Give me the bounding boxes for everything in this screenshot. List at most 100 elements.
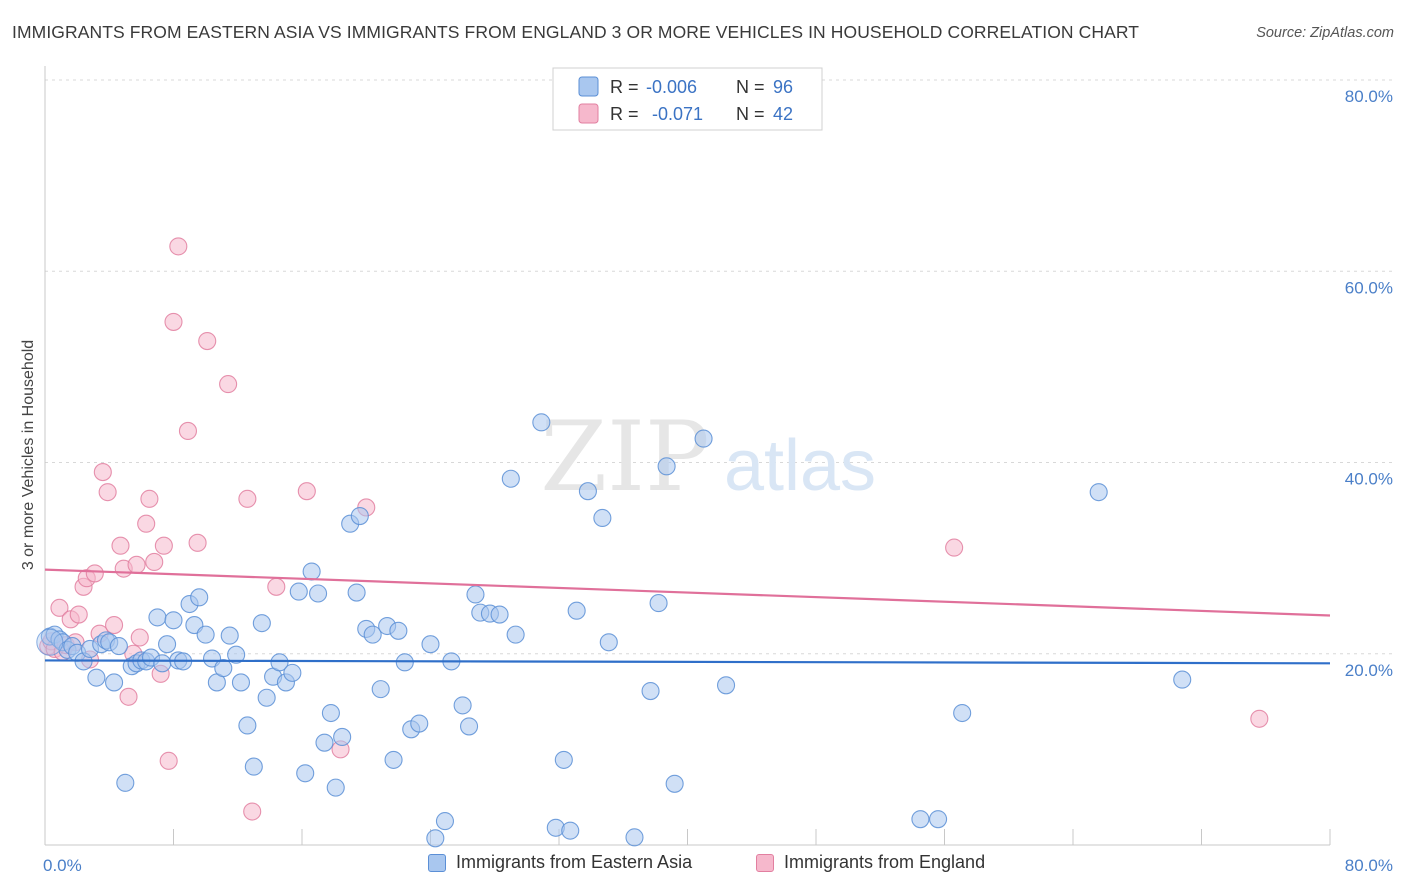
eastern-asia-point [389, 621, 408, 640]
england-point [1250, 709, 1269, 728]
eastern-asia-point [214, 659, 233, 678]
watermark-zip: ZIP [540, 401, 709, 513]
x-tick-label: 0.0% [43, 856, 82, 875]
eastern-asia-point [554, 750, 573, 769]
eastern-asia-point [657, 457, 676, 476]
england-point [145, 552, 164, 572]
tick-labels: 20.0% 40.0% 60.0% 80.0% 0.0% 80.0% [43, 87, 1393, 875]
legend-n-label: N = [736, 77, 765, 97]
eastern-asia-point [350, 506, 369, 526]
y-tick-label: 80.0% [1345, 87, 1393, 106]
eastern-asia-point [371, 680, 390, 699]
england-trend-line [44, 568, 1331, 617]
england-point [50, 598, 69, 617]
eastern-asia-point [289, 582, 308, 601]
england-point [945, 538, 964, 557]
england-point [105, 616, 124, 635]
england-point [164, 312, 183, 331]
eastern-asia-point [164, 611, 183, 630]
bottom-legend-item-england: Immigrants from England [756, 852, 985, 873]
eastern-asia-point [641, 681, 660, 701]
england-point [98, 483, 117, 502]
england-point [119, 687, 138, 706]
eastern-asia-point [506, 625, 525, 644]
y-tick-label: 40.0% [1345, 470, 1393, 489]
eastern-asia-point [363, 625, 382, 644]
eastern-asia-point [270, 653, 289, 672]
eastern-asia-point [599, 633, 618, 652]
eastern-asia-point [665, 774, 684, 793]
eastern-asia-point [578, 482, 597, 501]
eastern-asia-point [321, 703, 340, 723]
eastern-asia-point [1089, 483, 1108, 502]
legend-n-value: 96 [773, 77, 793, 97]
axes [44, 66, 1331, 846]
eastern-asia-point [315, 733, 334, 752]
eastern-asia-point [296, 764, 315, 783]
eastern-asia-point [190, 588, 209, 607]
eastern-asia-point [148, 608, 167, 627]
eastern-asia-point [911, 810, 930, 829]
eastern-asia-point [36, 628, 64, 656]
eastern-asia-point [1173, 670, 1192, 689]
y-tick-label: 20.0% [1345, 661, 1393, 680]
england-point [188, 533, 207, 552]
eastern-asia-point [220, 626, 239, 645]
england-point [85, 564, 104, 583]
bottom-legend-label: Immigrants from Eastern Asia [456, 852, 693, 872]
eastern-asia-point [567, 601, 586, 620]
watermark-atlas: atlas [724, 426, 876, 506]
eastern-asia-point [244, 757, 263, 776]
england-point [127, 555, 146, 574]
eastern-asia-point [238, 716, 257, 735]
england-point [297, 482, 316, 501]
eastern-asia-point [501, 469, 520, 488]
england-point [111, 536, 130, 555]
bottom-legend: Immigrants from Eastern Asia Immigrants … [0, 852, 1406, 876]
bottom-legend-label: Immigrants from England [784, 852, 986, 872]
eastern-asia-point [466, 585, 485, 604]
england-point [169, 237, 188, 256]
bottom-legend-swatch-pink [756, 853, 774, 872]
england-point [140, 489, 159, 508]
england-point [219, 375, 238, 394]
eastern-asia-point [421, 635, 440, 654]
eastern-asia-point [153, 654, 172, 673]
bottom-legend-item-eastern-asia: Immigrants from Eastern Asia [428, 852, 692, 873]
eastern-asia-point [252, 614, 271, 633]
source-label: Source: ZipAtlas.com [1256, 25, 1394, 41]
england-points [39, 237, 1269, 821]
legend-swatch-blue [578, 76, 599, 97]
eastern-asia-point [953, 703, 972, 723]
eastern-asia-point [116, 773, 135, 792]
england-point [238, 489, 257, 508]
eastern-asia-point [196, 625, 215, 644]
eastern-asia-point [561, 821, 580, 840]
y-tick-label: 60.0% [1345, 278, 1393, 297]
eastern-asia-point [333, 727, 352, 746]
england-point [198, 332, 217, 351]
eastern-asia-point [309, 584, 328, 603]
trend-lines [44, 568, 1331, 665]
eastern-asia-point [716, 676, 736, 695]
england-point [69, 605, 88, 624]
eastern-asia-point [87, 668, 106, 687]
eastern-asia-point [929, 810, 948, 829]
legend-r-label: R = [610, 104, 639, 124]
england-point [93, 463, 112, 482]
watermark: ZIP atlas [540, 401, 876, 513]
eastern-asia-point [326, 778, 345, 797]
legend-swatch-pink [578, 103, 599, 124]
eastern-asia-point [384, 750, 403, 769]
england-point [137, 514, 156, 533]
eastern-asia-point [302, 562, 321, 581]
eastern-asia-point [257, 688, 276, 707]
legend-n-label: N = [736, 104, 765, 124]
eastern-asia-point [453, 696, 472, 715]
eastern-asia-points [36, 413, 1192, 848]
grid-lines [45, 79, 1392, 655]
legend-n-value: 42 [773, 104, 793, 124]
eastern-asia-point [109, 637, 128, 656]
top-legend: R = -0.006 N = 96 R = -0.071 N = 42 [552, 67, 823, 131]
